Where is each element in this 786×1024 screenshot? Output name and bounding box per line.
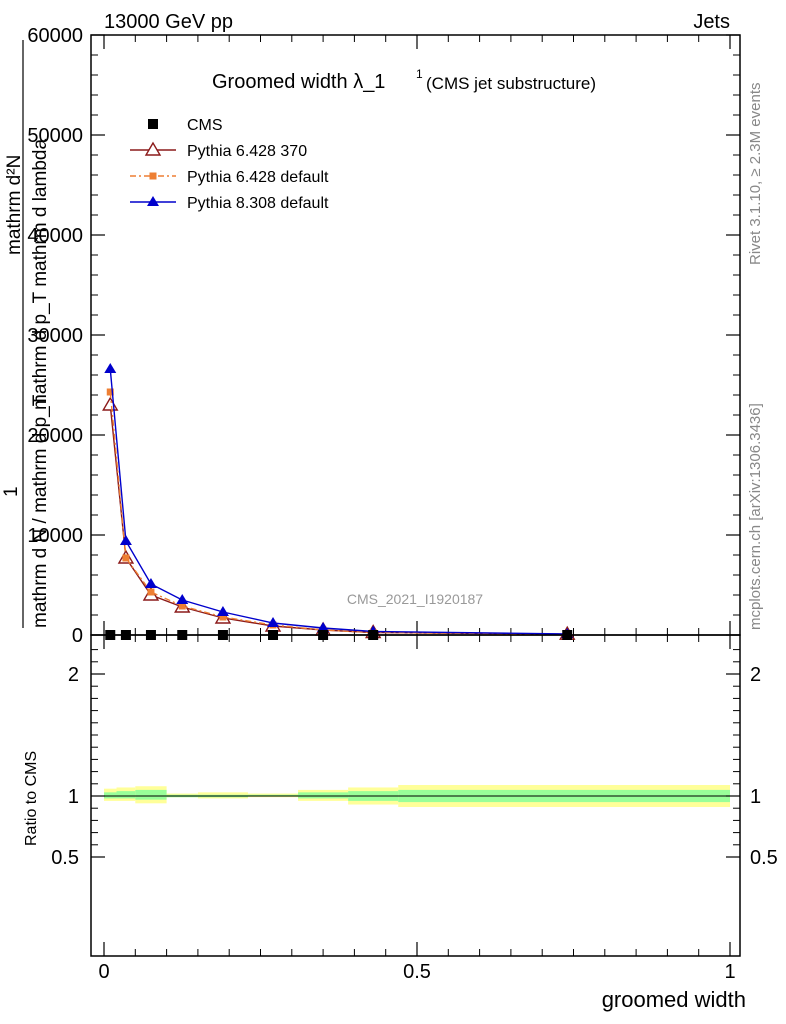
series-pythia-6-428-default: [106, 388, 571, 638]
data-point: [176, 594, 189, 604]
ratio-axis-ticks: 0.5 0.5 1 1 2 2: [51, 649, 778, 869]
ylabel-numer: mathrm d²N: [4, 155, 25, 255]
ratio-ylabel: Ratio to CMS: [23, 751, 40, 846]
ratio-bands: [104, 785, 730, 807]
data-point: [106, 388, 114, 396]
ratio-green-band: [116, 791, 136, 799]
legend-marker: [149, 172, 157, 180]
ylabel-prefix: 1: [1, 486, 22, 497]
main-series-marks: [102, 363, 576, 640]
header-right: Jets: [693, 11, 730, 33]
svg-text:Groomed width λ_1: Groomed width λ_1: [212, 71, 385, 93]
data-point: [104, 363, 117, 373]
legend-item: CMS: [148, 117, 223, 134]
legend-label: Pythia 8.308 default: [187, 195, 329, 212]
data-point: [317, 622, 330, 632]
x-tick-label: 0.5: [403, 961, 431, 983]
y-tick-label: 30000: [27, 325, 83, 347]
ratio-green-band: [104, 792, 117, 799]
y-tick-label: 60000: [27, 25, 83, 47]
ratio-green-band: [298, 792, 349, 799]
data-point: [122, 554, 130, 562]
legend-item: Pythia 8.308 default: [130, 195, 329, 212]
data-point: [144, 578, 157, 588]
legend-label: Pythia 6.428 default: [187, 169, 329, 186]
title-main: Groomed width: [212, 71, 348, 93]
legend-marker: [147, 196, 159, 206]
legend-marker: [148, 119, 158, 129]
title-sup: 1: [416, 67, 423, 81]
data-point: [102, 396, 119, 411]
series-line: [109, 368, 568, 635]
main-ylabel: mathrm d²N mathrm d p_T mathrm d lambda …: [1, 40, 51, 628]
ratio-tick-label: 1: [68, 786, 79, 808]
y-tick-label: 40000: [27, 225, 83, 247]
ylabel-denom: mathrm d p_T mathrm d lambda: [30, 139, 51, 410]
data-point: [216, 606, 229, 616]
legend-marker: [144, 141, 162, 156]
data-point: [178, 602, 186, 610]
ratio-tick-label: 0.5: [51, 847, 79, 869]
title-symbol: λ_1: [353, 71, 385, 93]
ratio-tick-label-right: 0.5: [750, 847, 778, 869]
header-left: 13000 GeV pp: [104, 11, 233, 33]
side-text-bottom: mcplots.cern.ch [arXiv:1306.3436]: [747, 403, 764, 630]
data-point: [147, 588, 155, 596]
ratio-tick-label-right: 1: [750, 786, 761, 808]
y-tick-label: 20000: [27, 425, 83, 447]
chart-title: Groomed width λ_1 1 (CMS jet substructur…: [212, 67, 596, 93]
ylabel-fraction: mathrm d N / mathrm d p_T: [30, 394, 51, 628]
y-tick-label: 10000: [27, 525, 83, 547]
side-text-top: Rivet 3.1.10, ≥ 2.3M events: [747, 83, 764, 266]
legend-label: Pythia 6.428 370: [187, 143, 307, 160]
watermark: CMS_2021_I1920187: [347, 591, 483, 607]
legend-item: Pythia 6.428 default: [130, 169, 329, 186]
legend: CMS Pythia 6.428 370 Pythia 6.428 default P…: [130, 117, 329, 212]
y-tick-label: 50000: [27, 125, 83, 147]
main-axis-ticks: 0 10000 20000 30000 40000 50000 60000: [27, 25, 740, 956]
x-tick-label: 0: [98, 961, 109, 983]
ratio-tick-label: 2: [68, 664, 79, 686]
data-point: [219, 613, 227, 621]
x-tick-labels: 0 0.5 1: [98, 961, 735, 983]
data-point: [267, 617, 280, 627]
legend-label: CMS: [187, 117, 223, 134]
legend-item: Pythia 6.428 370: [130, 141, 307, 160]
title-sub: (CMS jet substructure): [426, 74, 596, 93]
x-axis-label: groomed width: [602, 987, 746, 1012]
y-tick-label: 0: [72, 625, 83, 647]
data-point: [119, 535, 132, 545]
ratio-tick-label-right: 2: [750, 664, 761, 686]
x-tick-label: 1: [724, 961, 735, 983]
ratio-green-band: [135, 789, 167, 800]
series-pythia-8-308-default: [104, 363, 574, 638]
